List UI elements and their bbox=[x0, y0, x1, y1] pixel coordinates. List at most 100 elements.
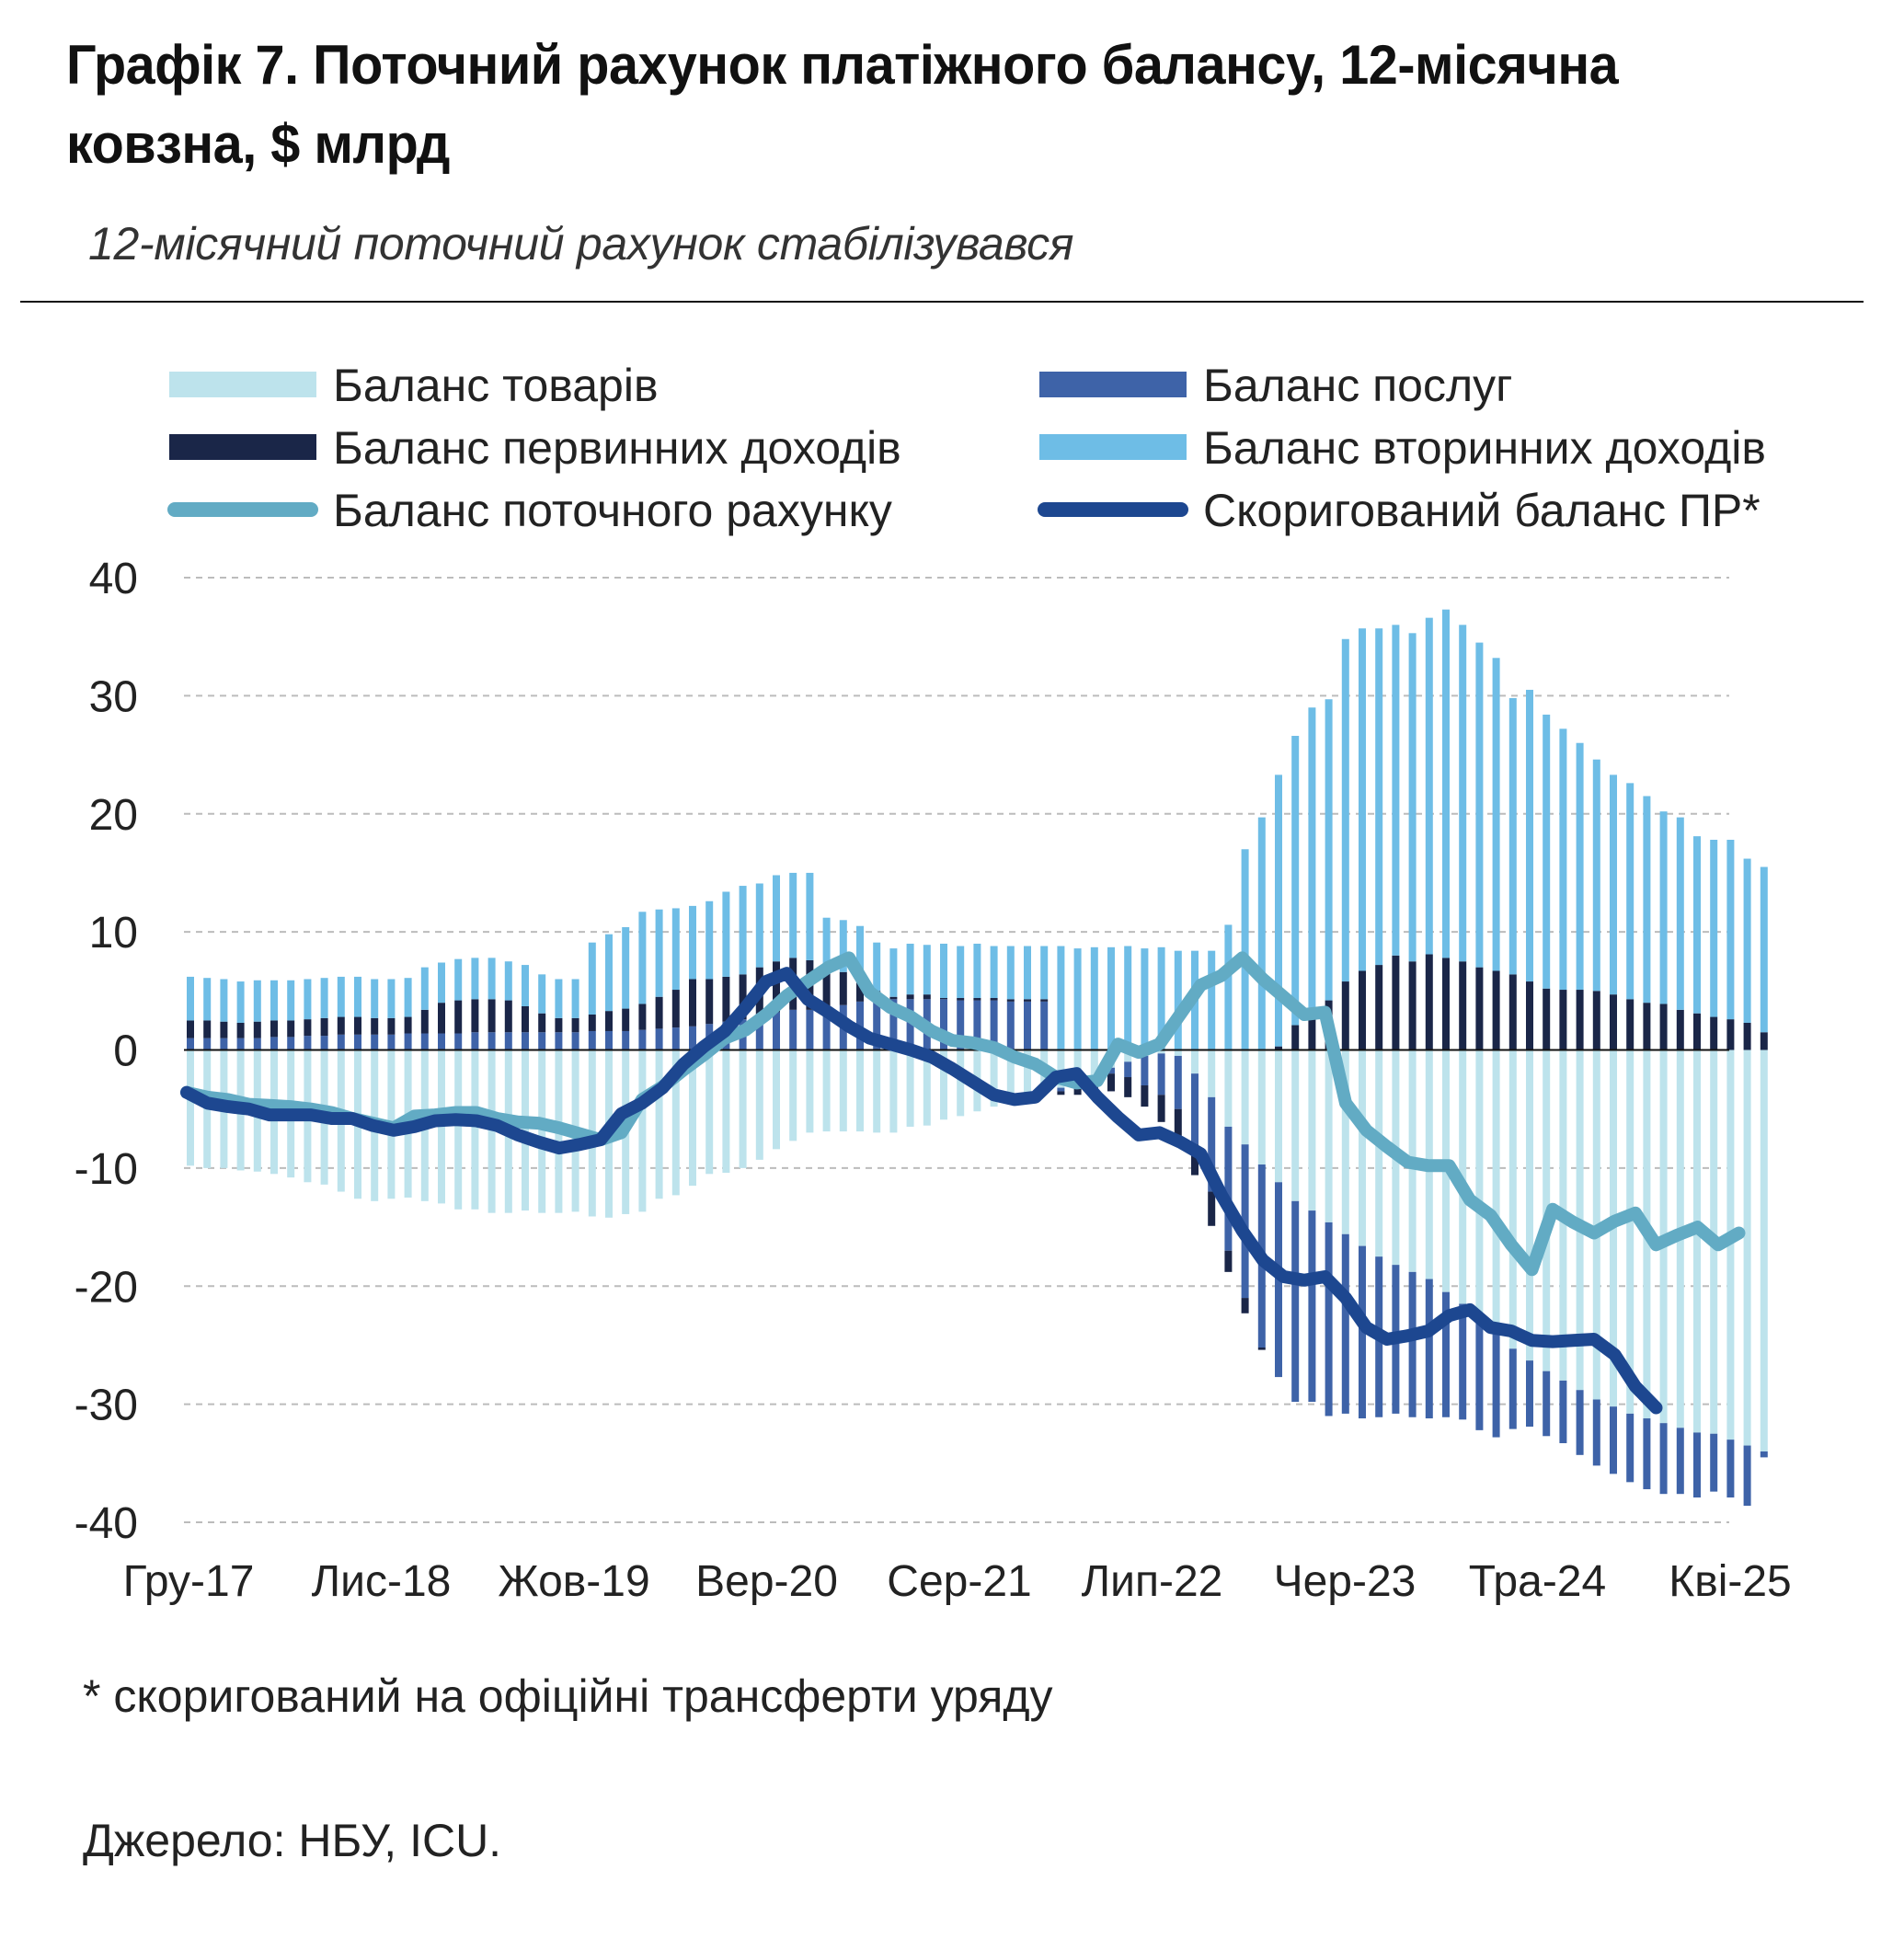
bar-баланс-первинних-доходів bbox=[187, 1020, 194, 1038]
bar-баланс-послуг bbox=[1341, 1233, 1349, 1414]
bar-баланс-товарів bbox=[1174, 1050, 1182, 1056]
bar-баланс-послуг bbox=[1442, 1291, 1450, 1417]
bar-баланс-послуг bbox=[253, 1038, 261, 1050]
bar-баланс-первинних-доходів bbox=[1592, 991, 1600, 1050]
bar-баланс-первинних-доходів bbox=[671, 990, 680, 1028]
bar-баланс-послуг bbox=[1526, 1360, 1533, 1428]
bar-series bbox=[187, 609, 1768, 1507]
bar-баланс-послуг bbox=[1592, 1399, 1600, 1466]
bar-баланс-первинних-доходів bbox=[354, 1016, 361, 1035]
bar-баланс-послуг bbox=[889, 999, 898, 1050]
bar-баланс-послуг bbox=[371, 1034, 379, 1050]
bar-баланс-товарів bbox=[1073, 1050, 1082, 1081]
bar-баланс-вторинних-доходів bbox=[739, 886, 747, 975]
bar-баланс-послуг bbox=[940, 999, 947, 1050]
bar-баланс-вторинних-доходів bbox=[571, 979, 579, 1018]
bar-баланс-послуг bbox=[1291, 1200, 1300, 1403]
bar-баланс-послуг bbox=[1107, 1067, 1115, 1074]
bar-баланс-первинних-доходів bbox=[522, 1006, 529, 1033]
bar-баланс-вторинних-доходів bbox=[555, 979, 563, 1018]
x-tick-label: Гру-17 bbox=[123, 1557, 255, 1606]
bar-баланс-товарів bbox=[689, 1050, 696, 1187]
chart-legend: Баланс товарів Баланс послуг Баланс первин… bbox=[167, 360, 1766, 536]
bar-баланс-вторинних-доходів bbox=[1743, 858, 1751, 1023]
bar-баланс-послуг bbox=[203, 1038, 212, 1050]
bar-баланс-первинних-доходів bbox=[438, 1003, 445, 1034]
bar-баланс-послуг bbox=[906, 999, 914, 1050]
bar-баланс-вторинних-доходів bbox=[471, 958, 479, 1000]
bar-баланс-вторинних-доходів bbox=[1543, 714, 1551, 989]
legend-swatch bbox=[169, 372, 316, 397]
bar-баланс-первинних-доходів bbox=[605, 1011, 613, 1031]
bar-баланс-послуг bbox=[555, 1032, 563, 1050]
bar-баланс-вторинних-доходів bbox=[236, 981, 245, 1023]
bar-баланс-послуг bbox=[1191, 1073, 1199, 1145]
bar-баланс-послуг bbox=[1576, 1390, 1584, 1455]
legend-label: Баланс товарів bbox=[333, 360, 659, 411]
bar-баланс-товарів bbox=[856, 1050, 864, 1132]
bar-баланс-послуг bbox=[1543, 1371, 1551, 1437]
bar-баланс-послуг bbox=[1006, 1001, 1015, 1050]
bar-баланс-вторинних-доходів bbox=[1610, 774, 1617, 995]
title-divider bbox=[20, 301, 1864, 303]
bar-баланс-послуг bbox=[320, 1036, 328, 1050]
bar-баланс-первинних-доходів bbox=[1492, 970, 1500, 1050]
bar-баланс-первинних-доходів bbox=[1408, 961, 1417, 1050]
bar-баланс-товарів bbox=[638, 1050, 647, 1212]
bar-баланс-товарів bbox=[789, 1050, 797, 1141]
bar-баланс-вторинних-доходів bbox=[1257, 817, 1266, 1050]
bar-баланс-товарів bbox=[990, 1050, 998, 1107]
bar-баланс-первинних-доходів bbox=[655, 996, 663, 1029]
x-axis-ticks: Гру-17 Лис-18 Жов-19 Вер-20 Сер-21 Лип-22 Чер-… bbox=[123, 1557, 1792, 1606]
bar-баланс-послуг bbox=[504, 1032, 512, 1050]
bar-баланс-вторинних-доходів bbox=[1392, 625, 1400, 956]
bar-баланс-послуг bbox=[806, 1009, 814, 1050]
bar-баланс-вторинних-доходів bbox=[588, 942, 596, 1015]
bar-баланс-послуг bbox=[822, 1008, 831, 1050]
bar-баланс-товарів bbox=[655, 1050, 663, 1199]
legend-label: Баланс послуг bbox=[1203, 360, 1512, 411]
bar-баланс-первинних-доходів bbox=[487, 999, 496, 1033]
bar-баланс-первинних-доходів bbox=[1459, 961, 1467, 1050]
bar-баланс-первинних-доходів bbox=[1275, 1046, 1282, 1050]
bar-баланс-первинних-доходів bbox=[454, 1000, 463, 1034]
y-tick-label: 40 bbox=[89, 555, 138, 603]
bar-баланс-первинних-доходів bbox=[1107, 1073, 1115, 1092]
bar-баланс-вторинних-доходів bbox=[220, 979, 228, 1022]
bar-баланс-товарів bbox=[806, 1050, 814, 1133]
bar-баланс-первинних-доходів bbox=[739, 974, 747, 1020]
bar-баланс-вторинних-доходів bbox=[1442, 609, 1450, 958]
bar-баланс-первинних-доходів bbox=[404, 1016, 412, 1034]
line-скоригований-баланс-пр- bbox=[180, 967, 1663, 1415]
bar-баланс-послуг bbox=[973, 1000, 981, 1050]
bar-баланс-первинних-доходів bbox=[1191, 1144, 1199, 1176]
bar-баланс-вторинних-доходів bbox=[1508, 697, 1517, 975]
y-tick-label: 0 bbox=[113, 1027, 138, 1076]
bar-баланс-вторинних-доходів bbox=[1693, 836, 1701, 1014]
bar-баланс-первинних-доходів bbox=[253, 1021, 261, 1038]
bar-баланс-вторинних-доходів bbox=[1559, 728, 1567, 991]
bar-баланс-товарів bbox=[471, 1050, 479, 1210]
bar-баланс-первинних-доходів bbox=[1174, 1108, 1182, 1141]
bar-баланс-вторинних-доходів bbox=[538, 974, 546, 1014]
bar-баланс-товарів bbox=[671, 1050, 680, 1196]
bar-баланс-вторинних-доходів bbox=[1475, 642, 1484, 968]
bar-баланс-первинних-доходів bbox=[203, 1020, 212, 1038]
bar-баланс-первинних-доходів bbox=[1425, 954, 1433, 1050]
legend-swatch bbox=[1039, 372, 1187, 397]
bar-баланс-товарів bbox=[1224, 1050, 1233, 1127]
bar-баланс-первинних-доходів bbox=[1157, 1095, 1165, 1122]
bar-баланс-послуг bbox=[454, 1033, 463, 1050]
bar-баланс-вторинних-доходів bbox=[337, 976, 345, 1017]
bar-баланс-товарів bbox=[1341, 1050, 1349, 1234]
bar-баланс-товарів bbox=[1124, 1050, 1132, 1062]
bar-баланс-послуг bbox=[689, 1026, 696, 1050]
bar-баланс-вторинних-доходів bbox=[371, 979, 379, 1018]
bar-баланс-товарів bbox=[1275, 1050, 1282, 1183]
bar-баланс-вторинних-доходів bbox=[705, 900, 714, 980]
bar-баланс-вторинних-доходів bbox=[638, 912, 647, 1004]
bar-баланс-вторинних-доходів bbox=[655, 909, 663, 997]
bar-баланс-вторинних-доходів bbox=[689, 905, 696, 980]
bar-баланс-вторинних-доходів bbox=[906, 943, 914, 995]
bar-баланс-первинних-доходів bbox=[1743, 1022, 1751, 1050]
